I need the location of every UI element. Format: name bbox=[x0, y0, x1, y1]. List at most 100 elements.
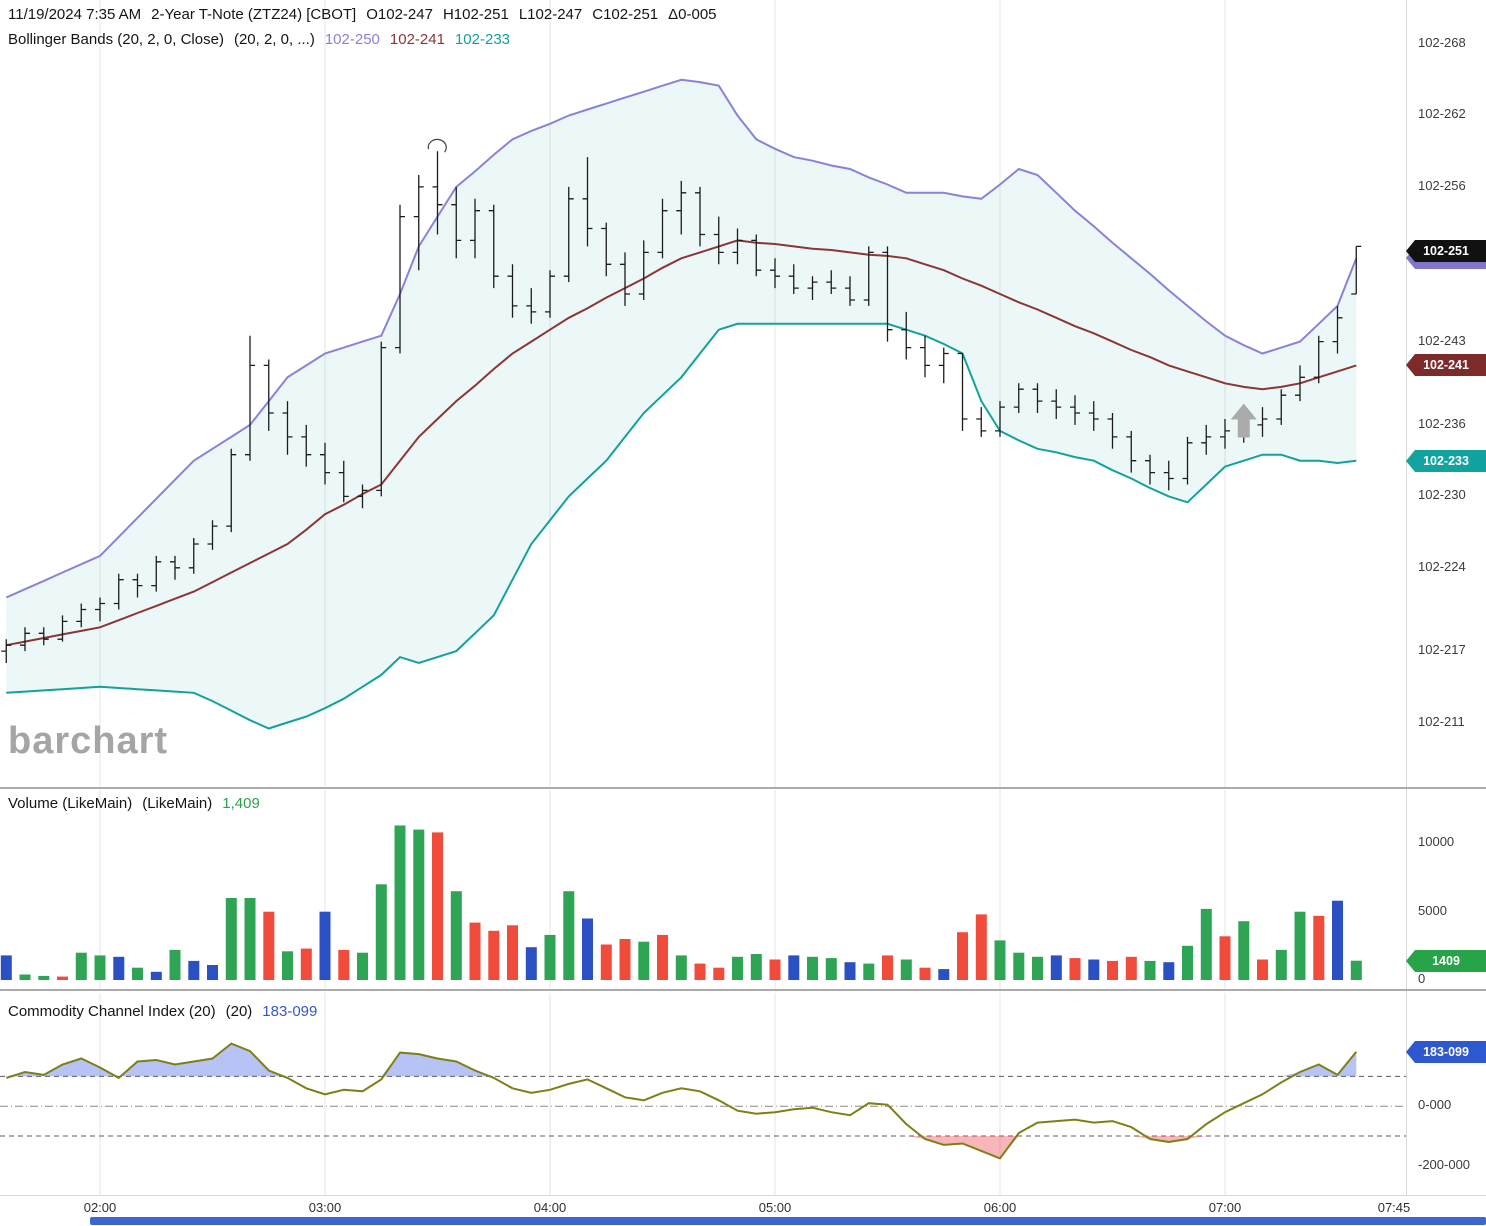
volume-bar bbox=[769, 959, 781, 980]
volume-bar bbox=[1332, 900, 1343, 980]
bb-middle-badge: 102-241 bbox=[1406, 354, 1486, 376]
up-arrow-annotation bbox=[1230, 403, 1257, 438]
bb-lower-badge: 102-233 bbox=[1406, 450, 1486, 472]
volume-bar bbox=[1107, 960, 1118, 980]
timestamp: 11/19/2024 7:35 AM bbox=[8, 6, 142, 23]
volume-bar bbox=[38, 975, 50, 980]
volume-bar bbox=[150, 971, 162, 980]
price-panel[interactable] bbox=[0, 0, 1406, 788]
volume-bar bbox=[75, 952, 87, 980]
quote-change: Δ0-005 bbox=[668, 6, 717, 23]
volume-bar bbox=[169, 949, 181, 980]
volume-bar bbox=[1182, 945, 1193, 980]
y-axis-border bbox=[1406, 0, 1407, 1196]
volume-axis-label: 10000 bbox=[1418, 834, 1455, 849]
cci-badge: 183-099 bbox=[1406, 1041, 1486, 1063]
time-axis-label: 06:00 bbox=[983, 1200, 1017, 1215]
bb-middle-value: 102-241 bbox=[389, 31, 445, 48]
volume-bar bbox=[300, 948, 312, 980]
volume-bar bbox=[732, 956, 743, 980]
cci-label[interactable]: Commodity Channel Index (20) bbox=[8, 1003, 216, 1020]
quote-high: H102-251 bbox=[442, 6, 509, 23]
time-axis-label: 04:00 bbox=[533, 1200, 567, 1215]
volume-bar bbox=[525, 947, 537, 980]
volume-bar bbox=[0, 955, 12, 980]
volume-bar bbox=[1257, 959, 1268, 980]
cci-params: (20) bbox=[225, 1003, 253, 1020]
axis-baseline bbox=[0, 1195, 1486, 1196]
volume-bar bbox=[507, 925, 518, 980]
volume-bar bbox=[488, 930, 500, 980]
panel-separator[interactable] bbox=[0, 989, 1486, 991]
volume-bar bbox=[225, 898, 237, 980]
price-axis-label: 102-230 bbox=[1418, 487, 1466, 502]
volume-bar bbox=[1125, 956, 1137, 980]
arc-annotation bbox=[427, 138, 447, 153]
quote-low: L102-247 bbox=[518, 6, 583, 23]
volume-bar bbox=[900, 959, 912, 980]
volume-bar bbox=[1238, 921, 1250, 980]
y-axis-column[interactable]: 102-268 102-262 102-256 102-243 102-236 102-2… bbox=[1406, 0, 1486, 1226]
chart-header-line1: 11/19/2024 7:35 AM 2-Year T-Note (ZTZ24)… bbox=[8, 6, 717, 23]
volume-bar bbox=[994, 940, 1006, 980]
time-axis[interactable]: 02:00 03:00 04:00 05:00 06:00 07:00 07:45 bbox=[0, 1200, 1486, 1218]
bollinger-band-fill bbox=[6, 79, 1357, 729]
volume-bar bbox=[450, 891, 462, 980]
volume-params: (LikeMain) bbox=[142, 795, 213, 812]
quote-close: C102-251 bbox=[592, 6, 659, 23]
panel-separator[interactable] bbox=[0, 787, 1486, 789]
bb-lower-value: 102-233 bbox=[454, 31, 511, 48]
volume-bar bbox=[1294, 911, 1306, 980]
price-axis-label: 102-262 bbox=[1418, 106, 1466, 121]
volume-bar bbox=[19, 974, 31, 980]
volume-bar bbox=[1200, 908, 1212, 980]
barchart-watermark: barchart bbox=[8, 720, 169, 762]
cci-panel[interactable] bbox=[0, 993, 1406, 1195]
volume-bar bbox=[582, 918, 593, 980]
time-axis-label: 03:00 bbox=[308, 1200, 342, 1215]
volume-label[interactable]: Volume (LikeMain) bbox=[8, 795, 133, 812]
volume-bar bbox=[694, 963, 706, 980]
volume-bar bbox=[1050, 955, 1062, 980]
volume-panel[interactable] bbox=[0, 790, 1406, 990]
volume-bar bbox=[282, 951, 293, 980]
last-price-badge: 102-251 bbox=[1406, 240, 1486, 262]
cci-axis-label: -200-000 bbox=[1418, 1157, 1471, 1172]
volume-bar bbox=[188, 960, 200, 980]
time-axis-label: 07:45 bbox=[1377, 1200, 1411, 1215]
volume-bar bbox=[750, 954, 762, 980]
time-axis-label: 02:00 bbox=[83, 1200, 117, 1215]
volume-bar bbox=[1163, 962, 1175, 980]
volume-bar bbox=[544, 934, 556, 980]
volume-axis-label: 0 bbox=[1418, 971, 1426, 986]
volume-value: 1,409 bbox=[222, 795, 260, 812]
indicator-label[interactable]: Bollinger Bands (20, 2, 0, Close) bbox=[8, 31, 224, 48]
volume-bar bbox=[413, 829, 425, 980]
volume-bar bbox=[207, 965, 218, 980]
volume-bar bbox=[319, 911, 331, 980]
volume-bar bbox=[263, 911, 275, 980]
volume-bar bbox=[1219, 936, 1231, 980]
ohlc-bars bbox=[1, 151, 1362, 663]
volume-bar bbox=[844, 962, 856, 980]
volume-bar bbox=[919, 967, 931, 980]
volume-bar bbox=[638, 941, 650, 980]
price-axis-label: 102-224 bbox=[1418, 559, 1466, 574]
indicator-params: (20, 2, 0, ...) bbox=[233, 31, 315, 48]
volume-bar bbox=[1144, 960, 1156, 980]
volume-bar bbox=[1013, 952, 1025, 980]
time-axis-label: 07:00 bbox=[1208, 1200, 1242, 1215]
volume-bar bbox=[957, 932, 968, 980]
price-axis-label: 102-256 bbox=[1418, 178, 1466, 193]
volume-bar bbox=[94, 955, 106, 980]
upper-band-line bbox=[5, 78, 1358, 599]
cci-overbought-fill bbox=[6, 1043, 1357, 1077]
volume-bar bbox=[132, 967, 143, 980]
cci-value: 183-099 bbox=[262, 1003, 318, 1020]
volume-bar bbox=[788, 955, 800, 980]
cci-header: Commodity Channel Index (20) (20) 183-09… bbox=[8, 1003, 317, 1020]
volume-bar bbox=[600, 944, 612, 980]
price-axis-label: 102-217 bbox=[1418, 642, 1466, 657]
horizontal-scrollbar[interactable] bbox=[90, 1217, 1486, 1225]
volume-bar bbox=[394, 825, 406, 980]
